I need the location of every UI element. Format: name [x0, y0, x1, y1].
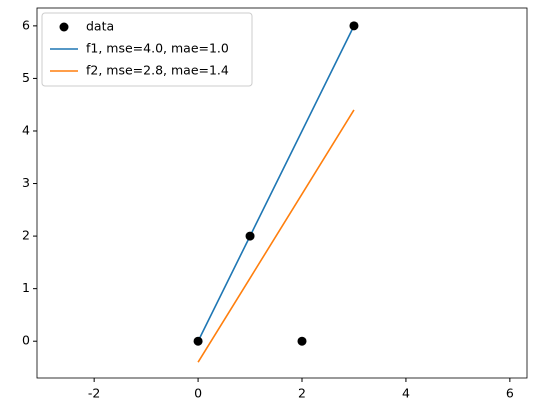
x-tick-label: 2: [298, 386, 306, 401]
point: [297, 336, 307, 346]
y-tick-label: 0: [22, 333, 30, 348]
x-tick-label: 0: [194, 386, 202, 401]
legend-marker: [59, 22, 69, 32]
y-tick-label: 1: [22, 280, 30, 295]
y-tick-label: 2: [22, 228, 30, 243]
line: [197, 109, 355, 363]
line: [197, 25, 355, 342]
x-tick-label: -2: [88, 386, 100, 401]
legend-label: data: [86, 19, 114, 34]
y-tick-label: 3: [22, 175, 30, 190]
x-tick-label: 4: [402, 386, 410, 401]
x-tick-label: 6: [506, 386, 514, 401]
axes-frame: [36, 7, 528, 379]
point: [349, 21, 359, 31]
y-tick-label: 6: [22, 17, 30, 32]
legend-box: [41, 12, 253, 87]
legend-label: f2, mse=2.8, mae=1.4: [86, 63, 229, 78]
y-tick-label: 4: [22, 122, 30, 137]
y-tick-label: 5: [22, 70, 30, 85]
legend-label: f1, mse=4.0, mae=1.0: [86, 41, 229, 56]
point: [193, 336, 203, 346]
point: [245, 231, 255, 241]
